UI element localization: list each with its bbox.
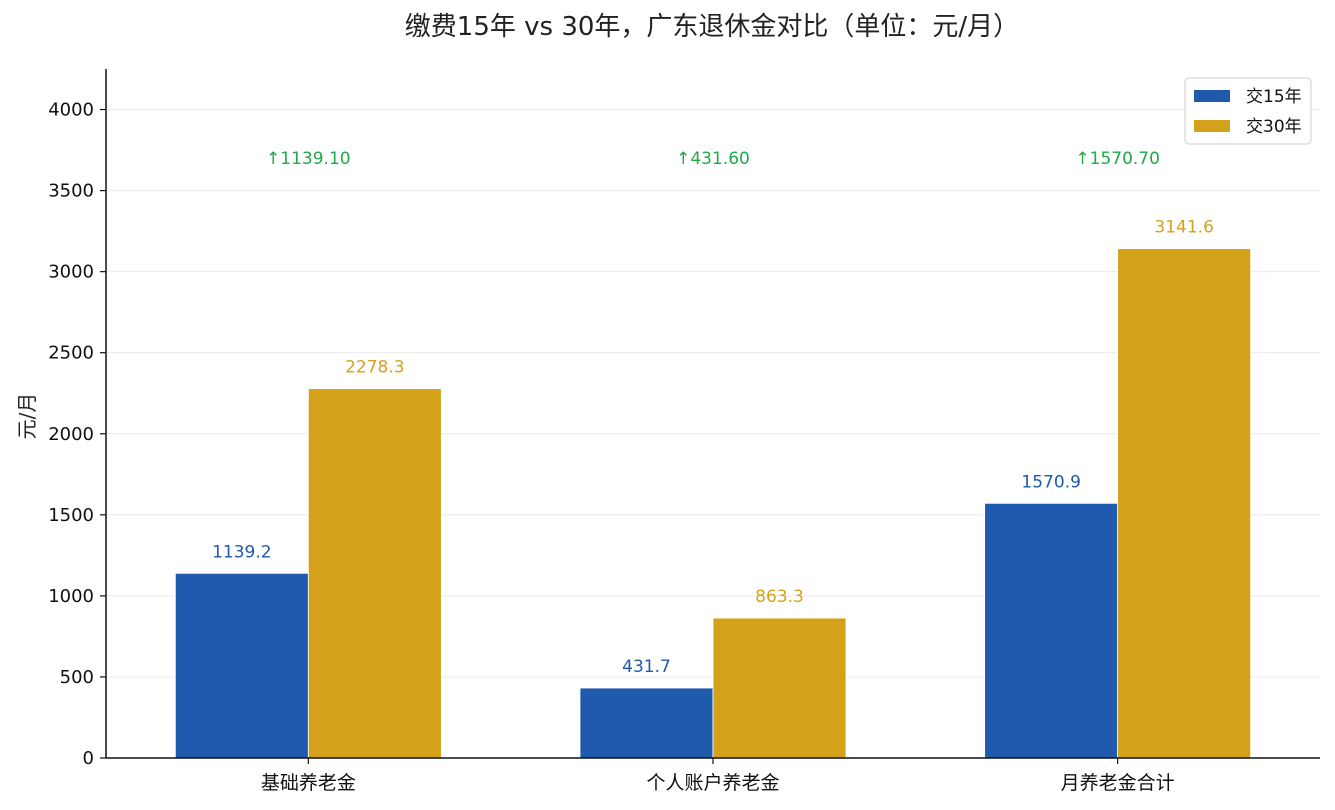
difference-label: ↑431.60 [676,149,750,169]
data-label: 1570.9 [1021,472,1080,492]
y-tick-label: 2500 [48,343,94,364]
data-label: 2278.3 [345,358,404,378]
y-tick-label: 2000 [48,424,94,445]
legend-label-15: 交15年 [1246,87,1302,107]
bar-15-years [174,572,309,759]
data-labels: 1139.2 2278.3 ↑1139.10 431.7 863.3 ↑431.60 157… [212,149,1214,677]
y-tick-label: 0 [83,748,94,769]
legend-label-30: 交30年 [1246,117,1302,137]
x-tick-label: 个人账户养老金 [646,772,779,794]
y-tick-label: 4000 [48,100,94,121]
data-label: 3141.6 [1154,218,1213,238]
x-tick-label: 月养老金合计 [1061,772,1175,794]
y-tick-label: 1000 [48,586,94,607]
legend: 交15年 交30年 [1184,77,1312,145]
chart-title: 缴费15年 vs 30年，广东退休金对比（单位：元/月） [405,12,1019,42]
x-tick-label: 基础养老金 [261,772,356,794]
bar-15-years [579,687,714,759]
data-label: 431.7 [622,657,671,677]
bar-15-years [984,502,1119,759]
legend-swatch-30 [1194,120,1230,132]
difference-label: ↑1570.70 [1075,149,1160,169]
y-tick-label: 3000 [48,262,94,283]
bars [174,248,1252,759]
data-label: 1139.2 [212,542,271,562]
y-tick-label: 3500 [48,181,94,202]
axes: 0 500 1000 1500 2000 2500 3000 3500 4000 基础养老金 个人账… [48,69,1320,794]
bar-30-years [1117,248,1252,759]
data-label: 863.3 [755,587,804,607]
legend-swatch-15 [1194,90,1230,102]
y-tick-label: 1500 [48,505,94,526]
difference-label: ↑1139.10 [266,149,351,169]
bar-30-years [712,617,847,759]
bar-30-years [307,388,442,759]
y-tick-label: 500 [60,667,94,688]
y-axis-label: 元/月 [15,393,39,440]
